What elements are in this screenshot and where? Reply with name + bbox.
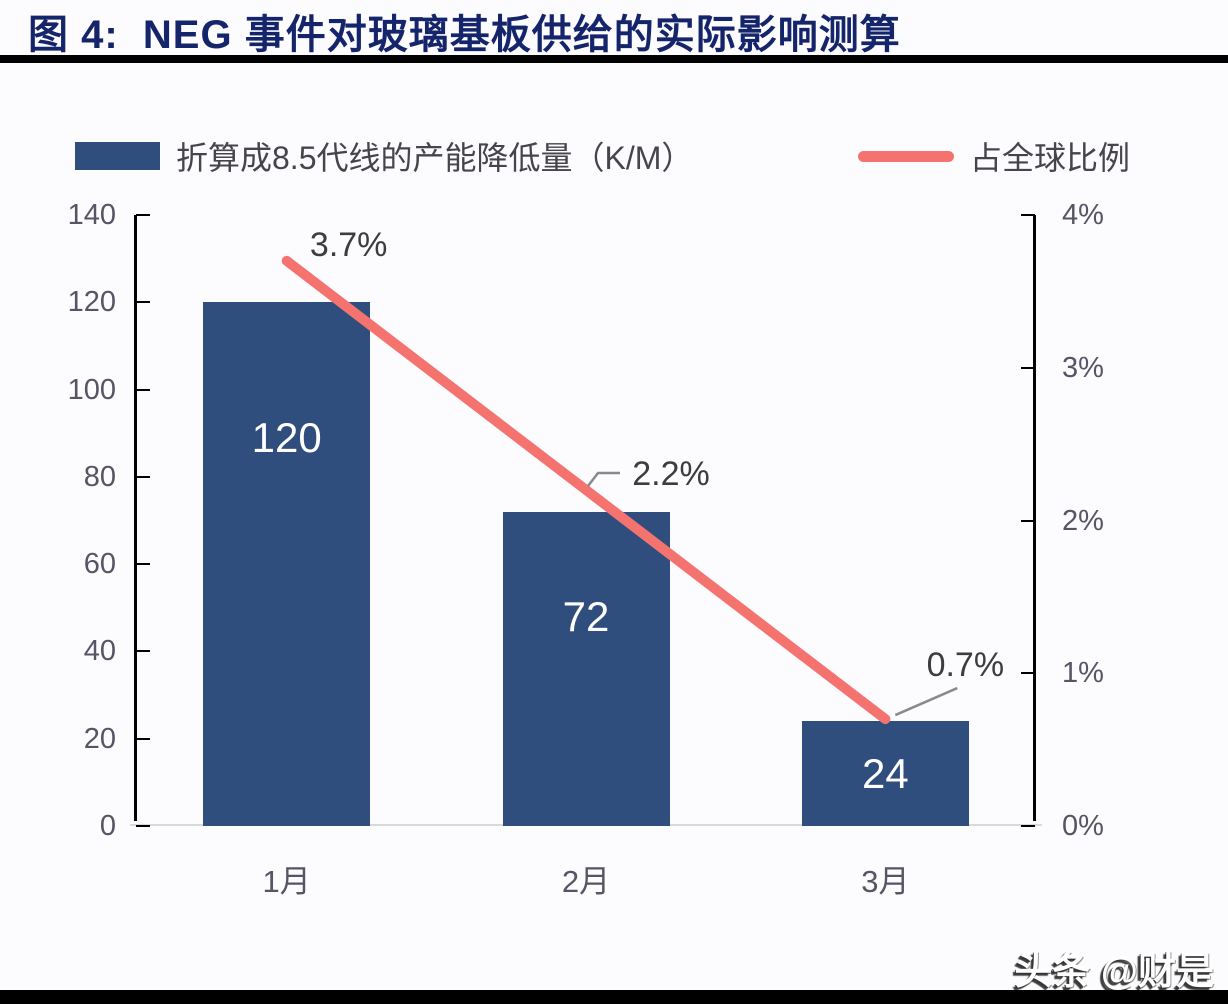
chart-bar: 72 xyxy=(502,511,670,826)
x-axis-label: 3月 xyxy=(861,864,910,899)
y-axis-left-tick-label: 40 xyxy=(83,635,116,668)
chart-bar: 24 xyxy=(801,721,969,826)
y-axis-left-tick-mark xyxy=(136,388,150,391)
bar-value-label: 72 xyxy=(562,593,610,641)
callout-leader-line xyxy=(894,686,958,717)
y-axis-right-tick-label: 3% xyxy=(1062,351,1104,384)
watermark: 头条 @财是 xyxy=(1014,951,1214,993)
y-axis-right-tick-label: 4% xyxy=(1062,199,1104,231)
y-axis-right-tick-label: 1% xyxy=(1062,657,1104,690)
y-axis-right-tick-label: 2% xyxy=(1062,504,1104,537)
y-axis-left-tick-label: 20 xyxy=(83,722,116,755)
title-divider-rule xyxy=(0,55,1228,63)
bar-series-legend-label: 折算成8.5代线的产能降低量（K/M） xyxy=(176,140,694,176)
y-axis-left-tick-label: 100 xyxy=(67,373,116,406)
y-axis-left-tick-mark xyxy=(136,737,150,740)
y-axis-left-tick-mark xyxy=(136,650,150,653)
bottom-black-strip xyxy=(0,990,1228,1004)
y-axis-right-tick-mark xyxy=(1021,825,1035,827)
y-axis-right-tick-label: 0% xyxy=(1062,810,1104,842)
line-point-label: 3.7% xyxy=(309,225,388,264)
y-axis-right-tick-mark xyxy=(1021,519,1035,522)
x-axis-label: 2月 xyxy=(561,864,611,899)
y-axis-left-tick-label: 80 xyxy=(83,460,116,493)
y-axis-right-tick-mark xyxy=(1021,366,1035,369)
y-axis-left-line xyxy=(134,215,137,821)
y-axis-left-tick-mark xyxy=(136,475,150,478)
chart-title: 图 4: NEG 事件对玻璃基板供给的实际影响测算 xyxy=(28,13,901,57)
y-axis-left-tick-mark xyxy=(136,301,150,304)
y-axis-right-line xyxy=(1033,215,1036,821)
y-axis-left-tick-label: 0 xyxy=(99,810,116,842)
line-point-label: 0.7% xyxy=(926,646,1005,685)
y-axis-right-tick-mark xyxy=(1021,672,1035,675)
chart-bar: 120 xyxy=(203,302,371,826)
line-point-label: 2.2% xyxy=(632,454,710,493)
y-axis-left-tick-label: 120 xyxy=(67,286,116,319)
y-axis-left-tick-mark xyxy=(136,214,150,216)
y-axis-left-tick-mark xyxy=(136,563,150,566)
bar-value-label: 24 xyxy=(861,749,909,797)
bar-series-swatch xyxy=(75,142,160,170)
y-axis-left-tick-label: 140 xyxy=(67,199,116,231)
x-axis-label: 1月 xyxy=(262,864,311,899)
y-axis-left-tick-mark xyxy=(136,825,150,827)
line-series-swatch xyxy=(858,150,954,162)
y-axis-right-tick-mark xyxy=(1021,214,1035,216)
legend-item-bar-series: 折算成8.5代线的产能降低量（K/M） xyxy=(75,138,693,176)
legend-item-line-series: 占全球比例 xyxy=(858,138,1130,176)
bar-value-label: 120 xyxy=(251,414,322,462)
line-series-legend-label: 占全球比例 xyxy=(970,140,1131,176)
y-axis-left-tick-label: 60 xyxy=(83,548,116,581)
